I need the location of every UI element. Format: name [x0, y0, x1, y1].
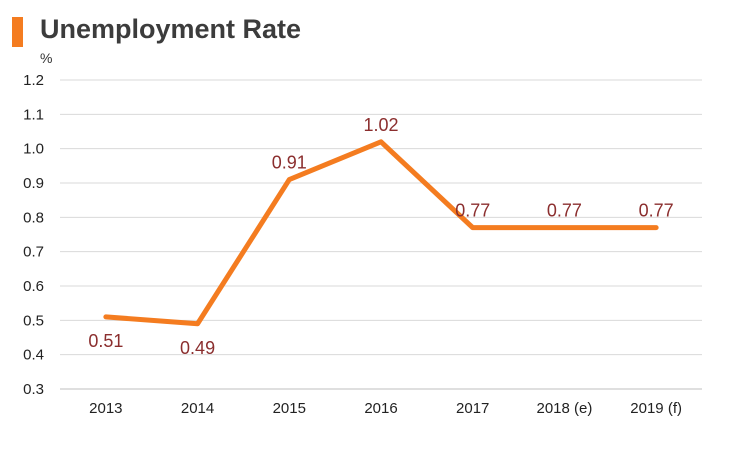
y-tick-label: 0.8 [23, 209, 44, 226]
series-line [103, 139, 659, 327]
y-axis-ticks: 1.2 1.1 1.0 0.9 0.8 0.7 0.6 0.5 0.4 0.3 [23, 72, 44, 398]
y-tick-label: 0.7 [23, 244, 44, 261]
y-tick-label: 0.9 [23, 175, 44, 192]
data-label: 0.49 [180, 338, 215, 358]
y-tick-label: 0.6 [23, 278, 44, 295]
data-label: 0.77 [639, 201, 674, 221]
data-label: 0.51 [88, 331, 123, 351]
y-tick-label: 1.2 [23, 72, 44, 89]
x-tick-label: 2014 [181, 400, 214, 417]
y-tick-label: 0.5 [23, 312, 44, 329]
data-label: 0.91 [272, 153, 307, 173]
x-tick-label: 2017 [456, 400, 489, 417]
x-tick-label: 2016 [364, 400, 397, 417]
x-axis-ticks: 2013 2014 2015 2016 2017 2018 (e) 2019 (f) [89, 400, 682, 417]
data-label: 0.77 [547, 201, 582, 221]
data-label: 1.02 [363, 115, 398, 135]
x-tick-label: 2018 (e) [536, 400, 592, 417]
x-tick-label: 2015 [273, 400, 306, 417]
x-tick-label: 2019 (f) [630, 400, 682, 417]
chart-title: Unemployment Rate [40, 14, 302, 44]
x-tick-label: 2013 [89, 400, 122, 417]
y-tick-label: 1.1 [23, 106, 44, 123]
y-axis-unit: % [40, 50, 53, 66]
data-label: 0.77 [455, 201, 490, 221]
y-tick-label: 1.0 [23, 141, 44, 158]
grid-lines [60, 79, 702, 356]
y-tick-label: 0.3 [23, 381, 44, 398]
y-tick-label: 0.4 [23, 347, 44, 364]
title-accent-bar [12, 17, 23, 47]
data-labels: 0.51 0.49 0.91 1.02 0.77 0.77 0.77 [88, 115, 673, 358]
